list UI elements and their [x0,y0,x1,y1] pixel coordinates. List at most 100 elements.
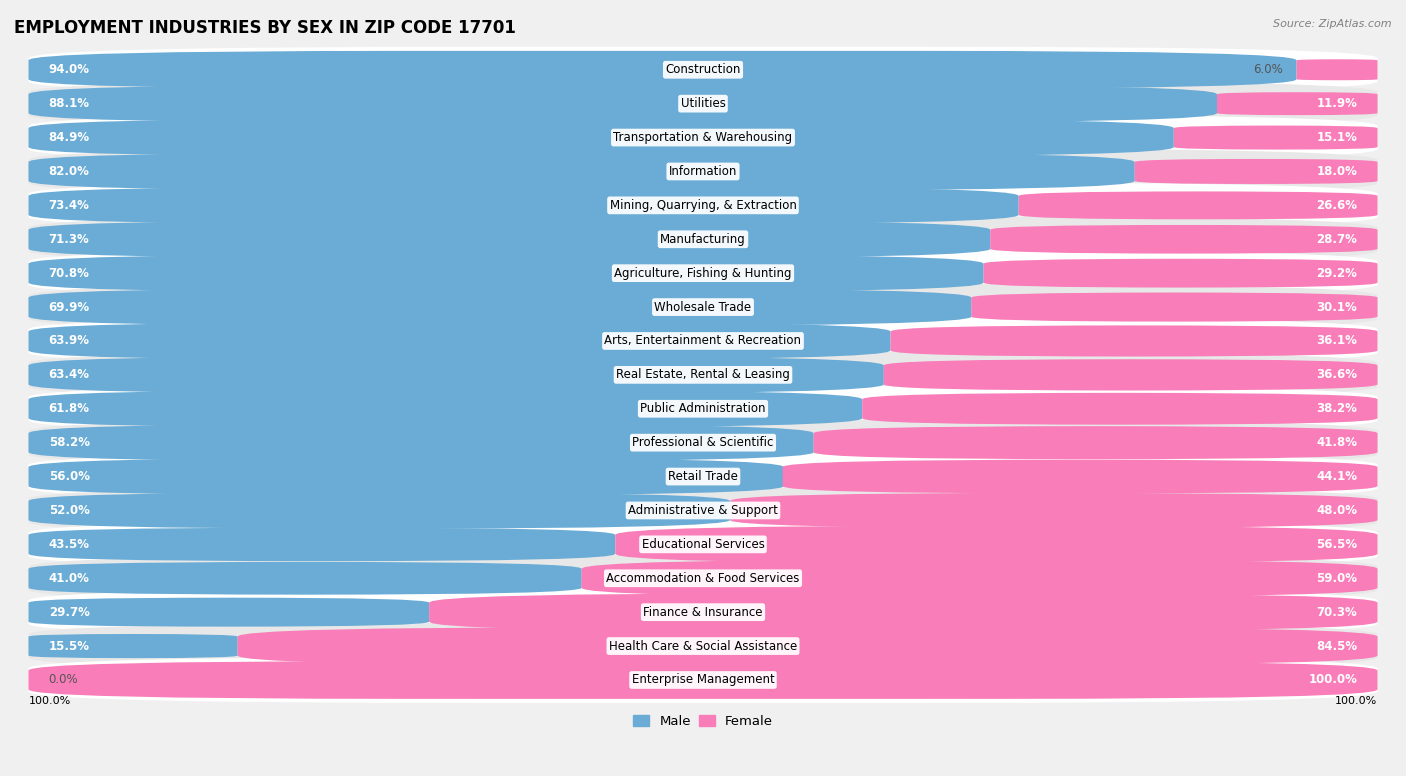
FancyBboxPatch shape [28,220,990,258]
Text: Enterprise Management: Enterprise Management [631,674,775,687]
FancyBboxPatch shape [28,555,1378,601]
Text: Health Care & Social Assistance: Health Care & Social Assistance [609,639,797,653]
Text: 84.9%: 84.9% [49,131,90,144]
FancyBboxPatch shape [28,657,1378,703]
Text: 29.2%: 29.2% [1316,267,1357,279]
Text: Finance & Insurance: Finance & Insurance [644,605,762,618]
Text: 52.0%: 52.0% [49,504,90,517]
Text: 30.1%: 30.1% [1316,300,1357,314]
Text: 6.0%: 6.0% [1253,64,1284,76]
Text: Agriculture, Fishing & Hunting: Agriculture, Fishing & Hunting [614,267,792,279]
FancyBboxPatch shape [28,623,1378,669]
FancyBboxPatch shape [972,293,1378,321]
FancyBboxPatch shape [28,492,730,528]
Text: 56.5%: 56.5% [1316,538,1357,551]
Text: Transportation & Warehousing: Transportation & Warehousing [613,131,793,144]
Text: 73.4%: 73.4% [49,199,90,212]
Text: 41.0%: 41.0% [49,572,90,585]
FancyBboxPatch shape [28,318,1378,364]
FancyBboxPatch shape [28,182,1378,228]
FancyBboxPatch shape [1135,159,1378,184]
FancyBboxPatch shape [429,594,1378,631]
FancyBboxPatch shape [28,85,1218,123]
FancyBboxPatch shape [28,47,1378,93]
Text: 38.2%: 38.2% [1316,402,1357,415]
FancyBboxPatch shape [28,598,429,627]
FancyBboxPatch shape [28,288,972,326]
Text: 63.4%: 63.4% [49,369,90,381]
FancyBboxPatch shape [28,458,785,495]
Text: 70.3%: 70.3% [1316,605,1357,618]
Text: 36.6%: 36.6% [1316,369,1357,381]
Text: Utilities: Utilities [681,97,725,110]
FancyBboxPatch shape [28,356,884,393]
Text: 69.9%: 69.9% [49,300,90,314]
FancyBboxPatch shape [28,528,616,561]
FancyBboxPatch shape [238,627,1378,665]
Text: 61.8%: 61.8% [49,402,90,415]
FancyBboxPatch shape [984,258,1378,288]
FancyBboxPatch shape [28,589,1378,636]
FancyBboxPatch shape [28,420,1378,466]
FancyBboxPatch shape [1174,126,1378,150]
Text: 100.0%: 100.0% [1336,696,1378,706]
FancyBboxPatch shape [28,661,1378,699]
FancyBboxPatch shape [28,634,238,658]
Text: 15.1%: 15.1% [1316,131,1357,144]
FancyBboxPatch shape [28,386,1378,431]
FancyBboxPatch shape [28,153,1135,190]
Text: Manufacturing: Manufacturing [661,233,745,246]
FancyBboxPatch shape [28,521,1378,567]
FancyBboxPatch shape [28,250,1378,296]
Text: 18.0%: 18.0% [1316,165,1357,178]
Text: 63.9%: 63.9% [49,334,90,348]
Text: 100.0%: 100.0% [1309,674,1357,687]
FancyBboxPatch shape [28,390,862,428]
FancyBboxPatch shape [28,186,1019,224]
Text: 58.2%: 58.2% [49,436,90,449]
FancyBboxPatch shape [28,453,1378,500]
Text: 28.7%: 28.7% [1316,233,1357,246]
Text: 29.7%: 29.7% [49,605,90,618]
FancyBboxPatch shape [28,119,1174,157]
Text: 0.0%: 0.0% [49,674,79,687]
FancyBboxPatch shape [28,284,1378,330]
Text: 11.9%: 11.9% [1316,97,1357,110]
Text: Source: ZipAtlas.com: Source: ZipAtlas.com [1274,19,1392,29]
FancyBboxPatch shape [28,115,1378,161]
Text: Arts, Entertainment & Recreation: Arts, Entertainment & Recreation [605,334,801,348]
Text: Retail Trade: Retail Trade [668,470,738,483]
FancyBboxPatch shape [1019,192,1378,220]
Text: Accommodation & Food Services: Accommodation & Food Services [606,572,800,585]
Text: 70.8%: 70.8% [49,267,90,279]
Text: 94.0%: 94.0% [49,64,90,76]
Text: 82.0%: 82.0% [49,165,90,178]
FancyBboxPatch shape [990,225,1378,254]
FancyBboxPatch shape [862,393,1378,424]
FancyBboxPatch shape [1218,92,1378,115]
Text: 100.0%: 100.0% [28,696,70,706]
FancyBboxPatch shape [28,81,1378,126]
Text: 59.0%: 59.0% [1316,572,1357,585]
Text: 41.8%: 41.8% [1316,436,1357,449]
FancyBboxPatch shape [730,493,1378,528]
Text: 44.1%: 44.1% [1316,470,1357,483]
Text: Real Estate, Rental & Leasing: Real Estate, Rental & Leasing [616,369,790,381]
Text: Professional & Scientific: Professional & Scientific [633,436,773,449]
Legend: Male, Female: Male, Female [627,710,779,733]
Text: Administrative & Support: Administrative & Support [628,504,778,517]
Text: Educational Services: Educational Services [641,538,765,551]
Text: Wholesale Trade: Wholesale Trade [654,300,752,314]
Text: 71.3%: 71.3% [49,233,90,246]
FancyBboxPatch shape [28,424,814,462]
FancyBboxPatch shape [28,148,1378,195]
Text: 15.5%: 15.5% [49,639,90,653]
FancyBboxPatch shape [884,359,1378,390]
Text: 56.0%: 56.0% [49,470,90,483]
FancyBboxPatch shape [28,562,582,594]
Text: Public Administration: Public Administration [640,402,766,415]
FancyBboxPatch shape [814,426,1378,459]
Text: EMPLOYMENT INDUSTRIES BY SEX IN ZIP CODE 17701: EMPLOYMENT INDUSTRIES BY SEX IN ZIP CODE… [14,19,516,37]
FancyBboxPatch shape [890,325,1378,356]
Text: 36.1%: 36.1% [1316,334,1357,348]
